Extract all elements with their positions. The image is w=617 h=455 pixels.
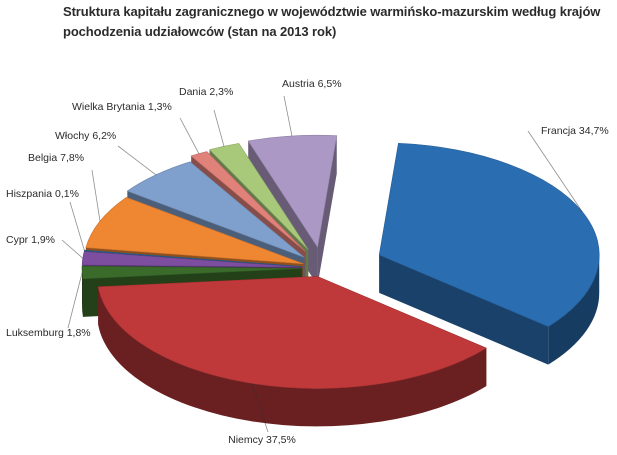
pie-labels: Francja 34,7% Niemcy 37,5% Luksemburg 1,8%… xyxy=(6,78,609,446)
leader-line xyxy=(251,383,269,433)
pie-slices xyxy=(81,134,600,427)
slice-label: Austria 6,5% xyxy=(282,78,342,90)
leader-line xyxy=(91,169,101,222)
leader-line xyxy=(117,145,157,176)
slice-label: Cypr 1,9% xyxy=(6,234,55,246)
slice-label: Niemcy 37,5% xyxy=(228,434,296,446)
leader-line xyxy=(69,201,85,251)
slice-label: Francja 34,7% xyxy=(541,125,609,137)
leader-line xyxy=(213,109,225,147)
leader-line xyxy=(179,117,200,154)
leader-line xyxy=(61,239,84,259)
slice-label: Dania 2,3% xyxy=(179,86,233,98)
leader-line xyxy=(527,130,583,213)
slice-label: Włochy 6,2% xyxy=(55,130,116,142)
leader-line xyxy=(67,272,83,329)
leader-line xyxy=(283,95,293,137)
pie-slice-niemcy xyxy=(97,276,487,427)
slice-label: Hiszpania 0,1% xyxy=(6,188,79,200)
slice-label: Wielka Brytania 1,3% xyxy=(72,101,172,113)
pie-slice-francja xyxy=(378,143,600,365)
slice-label: Belgia 7,8% xyxy=(28,152,84,164)
slice-label: Luksemburg 1,8% xyxy=(6,327,91,339)
chart-title: Struktura kapitału zagranicznego w wojew… xyxy=(63,4,601,39)
